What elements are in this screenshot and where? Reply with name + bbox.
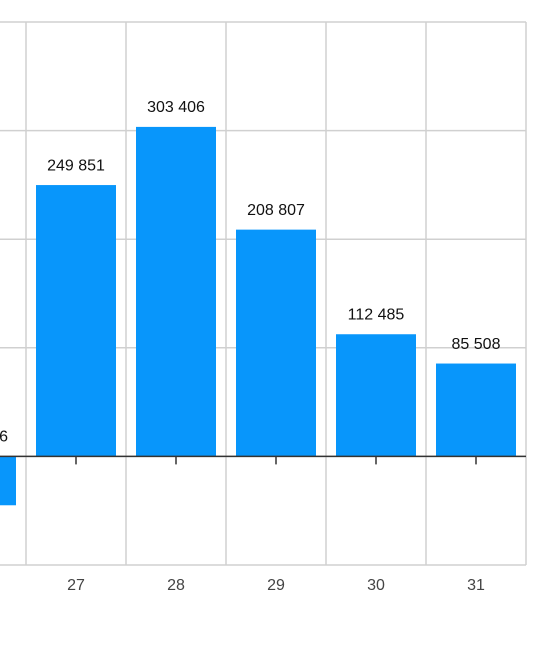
x-tick-label: 29 [267,577,285,594]
x-tick-label: 31 [467,577,485,594]
value-label: 85 508 [452,336,501,353]
x-tick-label: 27 [67,577,85,594]
bar [136,126,216,457]
bar [0,456,16,506]
value-label: 208 807 [247,202,305,219]
bar [236,229,316,457]
value-label: 112 485 [348,306,405,323]
x-tick-label: 30 [367,577,385,594]
value-label: 249 851 [47,157,105,174]
bar [36,185,116,457]
x-tick-label: 28 [167,577,185,594]
value-label: 303 406 [147,99,205,116]
bar [436,363,516,457]
value-label: 6 [0,429,8,446]
bar [336,334,416,457]
